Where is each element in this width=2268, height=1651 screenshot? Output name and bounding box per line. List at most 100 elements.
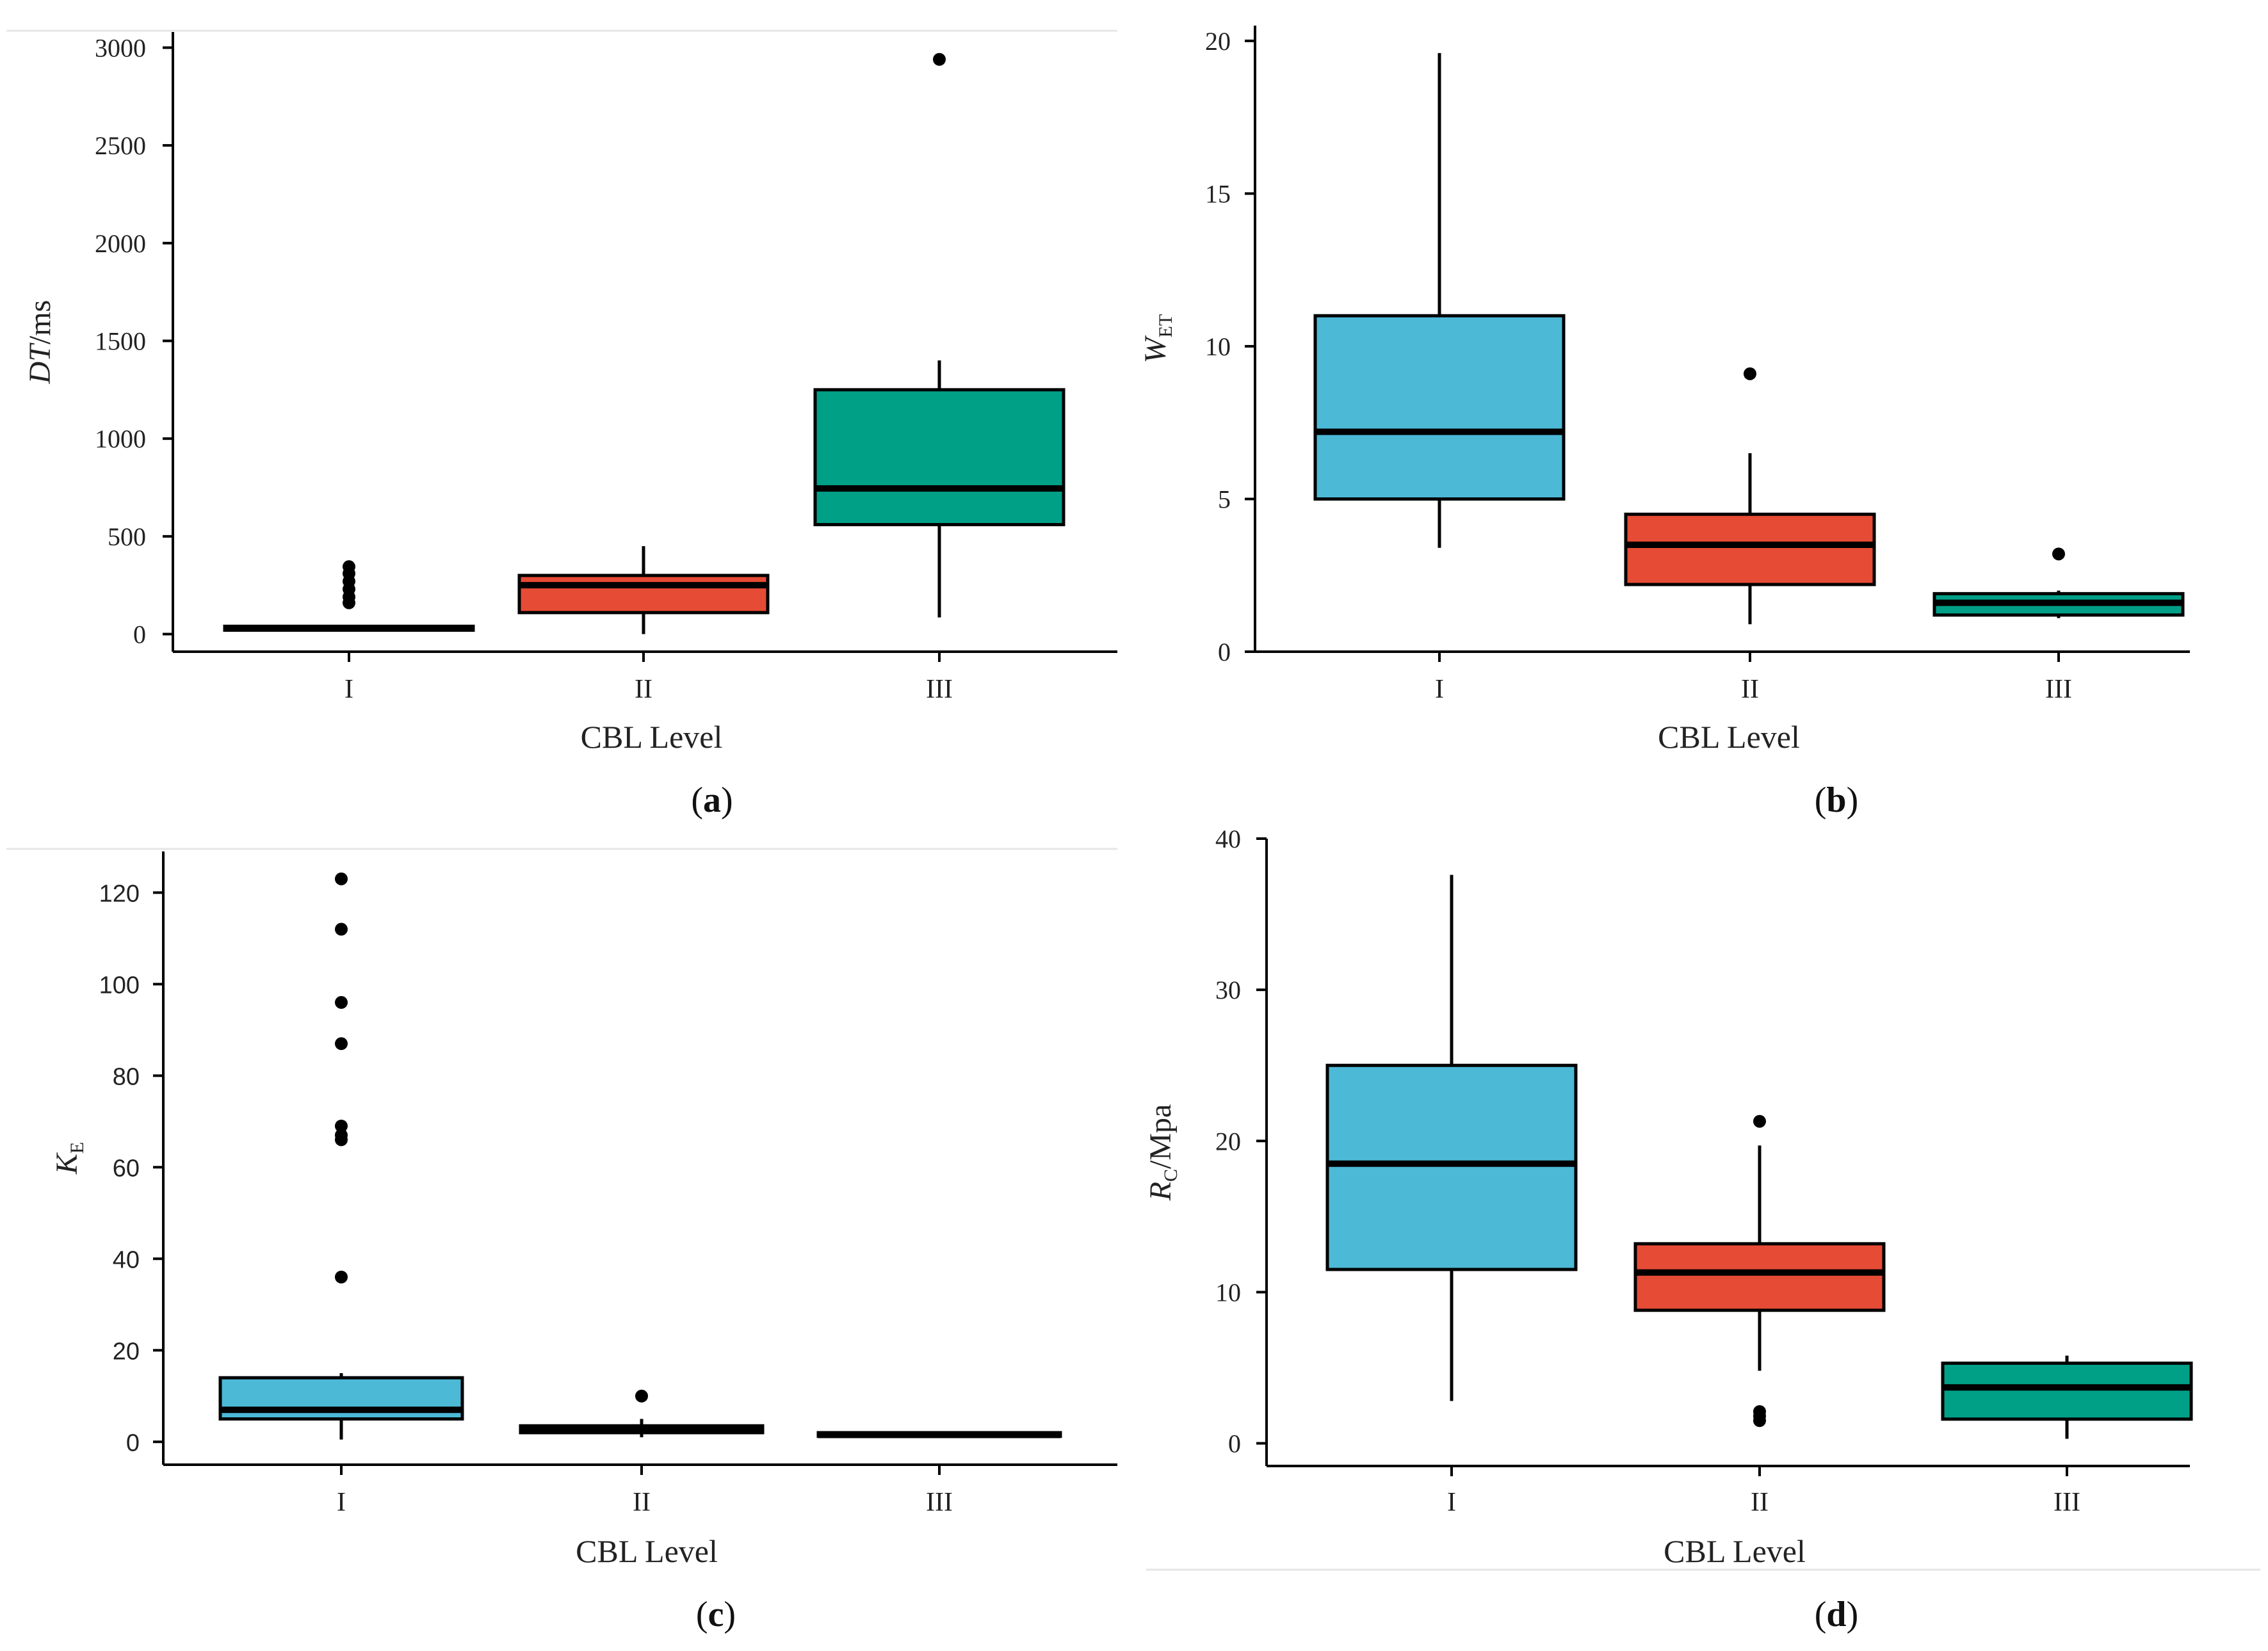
y-tick-label: 40 [1215,825,1241,853]
x-tick-label: III [926,675,953,704]
x-tick-label: III [2045,675,2072,704]
outlier-point [335,1129,348,1142]
outlier-point [335,995,348,1009]
y-tick-label: 15 [1205,179,1231,208]
box-III [1932,547,2185,618]
panel-label: (d) [1815,1595,1858,1634]
y-tick-label: 2000 [95,229,146,258]
box-I [1325,874,1578,1401]
y-axis-title-symbol: W [1138,335,1172,363]
x-tick-label: III [2053,1488,2080,1517]
y-tick-label: 80 [113,1063,140,1090]
box-body [1633,1242,1886,1312]
outlier-point [1753,1405,1766,1418]
x-axis-title: CBL Level [1658,719,1800,755]
panel-label-letter: a [703,780,721,820]
y-tick-label: 40 [113,1246,140,1273]
panel-label-letter: d [1826,1595,1846,1634]
box-III [816,1431,1062,1438]
y-tick-label: 120 [99,880,140,907]
outlier-point [343,560,355,574]
x-tick-label: I [1435,675,1444,704]
panel-label-close: ) [724,1595,736,1634]
outlier-point [2052,547,2065,561]
y-tick-label: 20 [113,1338,140,1365]
y-axis-title-subscript: ET [1155,314,1176,338]
y-tick-label: 10 [1205,332,1231,361]
y-tick-label: 3000 [95,33,146,62]
y-axis-title-symbol: K [50,1152,84,1175]
panel-label-close: ) [1847,780,1859,820]
y-tick-label: 2500 [95,131,146,160]
x-tick-label: I [337,1488,346,1517]
outlier-point [335,1119,348,1132]
outlier-point [335,922,348,936]
box-body [1313,314,1566,501]
y-tick-label: 0 [1228,1430,1241,1458]
y-axis-title: DT/ms [23,300,57,385]
x-tick-label: II [1741,675,1759,704]
y-axis-title-unit: /Mpa [1144,1104,1178,1169]
panel-label-open: ( [691,780,703,820]
box-I [1313,52,1566,548]
y-axis-title-symbol: DT [23,342,57,385]
y-tick-label: 500 [108,522,146,551]
box-II [1633,1115,1886,1428]
outlier-point [335,872,348,885]
y-tick-label: 1500 [95,326,146,355]
y-tick-label: 20 [1215,1127,1241,1156]
box-body [517,574,770,615]
box-body [813,388,1065,527]
y-axis-title-unit: /ms [23,300,57,344]
box-III [1941,1355,2193,1439]
panel-label-close: ) [721,780,733,820]
y-tick-label: 0 [133,620,146,649]
panel-label-open: ( [1815,780,1827,820]
box-body [1624,512,1876,586]
y-tick-label: 20 [1205,27,1231,56]
y-tick-label: 1000 [95,424,146,453]
box-I [218,872,464,1440]
box-I [223,560,475,632]
box-body [1325,1063,1578,1271]
x-tick-label: II [635,675,652,704]
outlier-point [335,1270,348,1284]
y-axis-title: RC/Mpa [1144,1104,1181,1202]
outlier-point [1744,367,1756,380]
panel-label-letter: c [708,1595,724,1634]
box-body [1941,1361,2193,1421]
x-axis-title: CBL Level [1664,1533,1806,1569]
panel-label: (c) [696,1595,736,1634]
box-II [1624,367,1876,625]
y-tick-label: 5 [1218,485,1231,513]
outlier-point [335,1037,348,1051]
outlier-point [635,1389,648,1403]
y-tick-label: 0 [1218,638,1231,666]
y-axis-title-symbol: R [1144,1182,1178,1201]
panel-label-open: ( [696,1595,708,1634]
y-tick-label: 10 [1215,1278,1241,1307]
y-tick-label: 0 [126,1430,140,1456]
y-tick-label: 100 [99,972,140,999]
y-tick-label: 30 [1215,976,1241,1004]
panel-label: (a) [691,780,733,820]
x-axis-title: CBL Level [581,719,723,755]
panel-label-letter: b [1826,780,1846,820]
outlier-point [933,52,946,66]
box-II [519,1389,765,1438]
y-axis-title-subscript: E [67,1142,88,1154]
x-tick-label: II [633,1488,651,1517]
y-tick-label: 60 [113,1155,140,1182]
y-axis-title-subscript: C [1160,1169,1181,1182]
box-II [517,546,770,634]
x-tick-label: III [926,1488,953,1517]
x-axis-title: CBL Level [576,1533,718,1569]
box-III [813,52,1065,618]
x-tick-label: I [1447,1488,1456,1517]
panel-label: (b) [1815,780,1858,820]
outlier-point [1753,1115,1766,1128]
y-axis-title: WET [1138,314,1176,364]
